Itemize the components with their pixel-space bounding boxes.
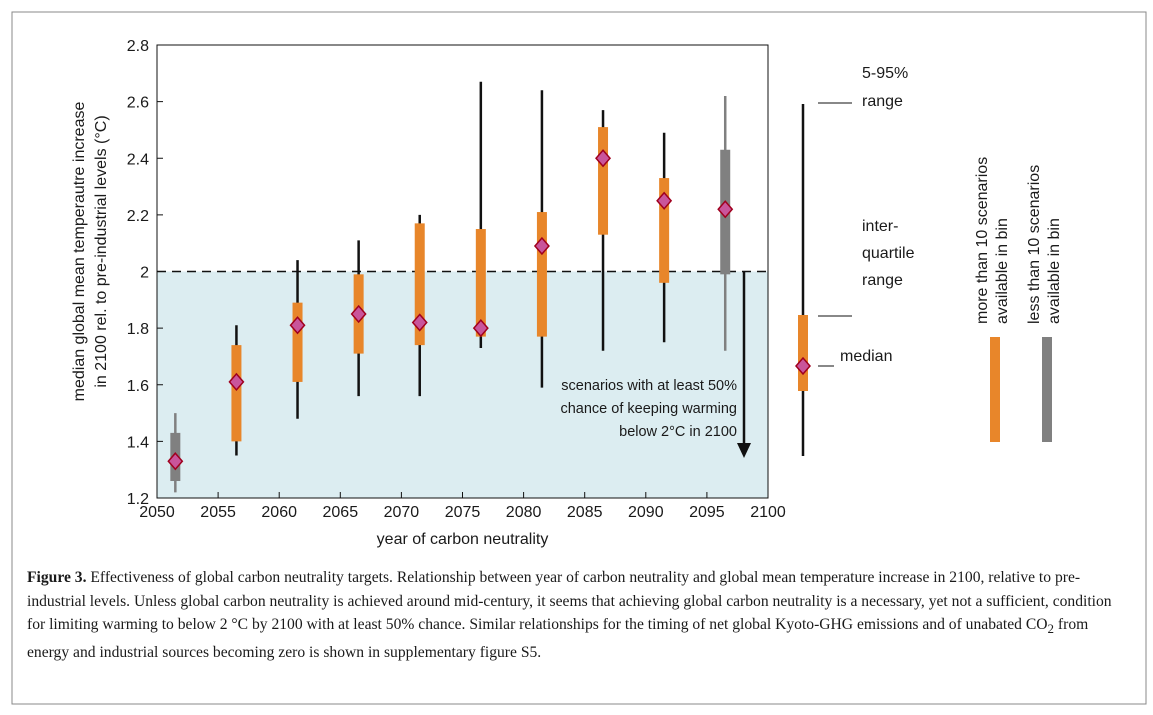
- median-marker: [350, 304, 367, 324]
- key-label: range: [862, 272, 903, 289]
- y-tick-label: 2.6: [127, 95, 149, 112]
- y-tick-label: 1.4: [127, 434, 149, 451]
- caption-text: Effectiveness of global carbon neutralit…: [27, 569, 1112, 634]
- x-axis-label: year of carbon neutrality: [377, 531, 549, 548]
- x-tick-label: 2075: [445, 504, 481, 521]
- legend-label: more than 10 scenarios available in bin: [974, 156, 1011, 324]
- median-marker: [167, 452, 184, 471]
- x-tick-label: 2070: [384, 504, 420, 521]
- legend-label: less than 10 scenarios available in bin: [1026, 164, 1063, 324]
- x-tick-label: 2095: [689, 504, 725, 521]
- y-tick-label: 2.2: [127, 208, 149, 225]
- key-label: 5-95%: [862, 65, 908, 82]
- key-box: [798, 315, 808, 391]
- legend-swatch: [990, 337, 1000, 442]
- x-tick-label: 2065: [323, 504, 359, 521]
- figure-frame: [11, 11, 1147, 705]
- key-label: range: [862, 93, 903, 110]
- y-tick-label: 1.2: [127, 491, 149, 508]
- y-tick-label: 1.8: [127, 321, 149, 338]
- annotation-arrowhead: [737, 443, 751, 458]
- x-tick-label: 2050: [139, 504, 175, 521]
- median-marker: [289, 316, 306, 335]
- caption-label: Figure 3.: [27, 569, 87, 586]
- x-tick-label: 2055: [200, 504, 236, 521]
- legend-swatch: [1042, 337, 1052, 442]
- key-label: inter-: [862, 218, 898, 235]
- median-marker: [717, 200, 734, 219]
- key-label: quartile: [862, 245, 915, 262]
- iqr-box: [414, 223, 425, 346]
- median-marker: [228, 372, 245, 392]
- iqr-box: [536, 212, 547, 337]
- y-axis-label: in 2100 rel. to pre-industrial levels (°…: [93, 115, 110, 387]
- x-tick-label: 2060: [261, 504, 297, 521]
- iqr-box: [231, 345, 242, 442]
- key-median: [795, 356, 811, 376]
- x-tick-label: 2080: [506, 504, 542, 521]
- x-tick-label: 2085: [567, 504, 603, 521]
- y-tick-label: 2.8: [127, 38, 149, 55]
- median-marker: [472, 318, 489, 338]
- iqr-box: [292, 302, 303, 382]
- median-marker: [595, 149, 612, 168]
- annotation: chance of keeping warming: [560, 401, 737, 417]
- caption-subscript: 2: [1047, 621, 1055, 637]
- caption-text: from energy and industrial sources becom…: [27, 616, 1089, 661]
- y-tick-label: 1.6: [127, 378, 149, 395]
- caption: Figure 3. Effectiveness of global carbon…: [27, 566, 1132, 664]
- median-marker: [533, 236, 550, 256]
- threshold-region: [157, 271, 768, 498]
- iqr-box: [598, 127, 609, 235]
- x-tick-label: 2100: [750, 504, 786, 521]
- iqr-box: [659, 178, 670, 283]
- y-axis-label: median global mean temperautre increase: [71, 102, 88, 402]
- median-marker: [411, 313, 428, 332]
- x-tick-label: 2090: [628, 504, 664, 521]
- y-tick-label: 2.4: [127, 151, 149, 168]
- median-marker: [656, 191, 673, 210]
- y-tick-label: 2: [140, 265, 149, 282]
- annotation: scenarios with at least 50%: [561, 378, 737, 394]
- key-label: median: [840, 348, 892, 365]
- annotation: below 2°C in 2100: [619, 424, 737, 440]
- iqr-box: [475, 229, 486, 337]
